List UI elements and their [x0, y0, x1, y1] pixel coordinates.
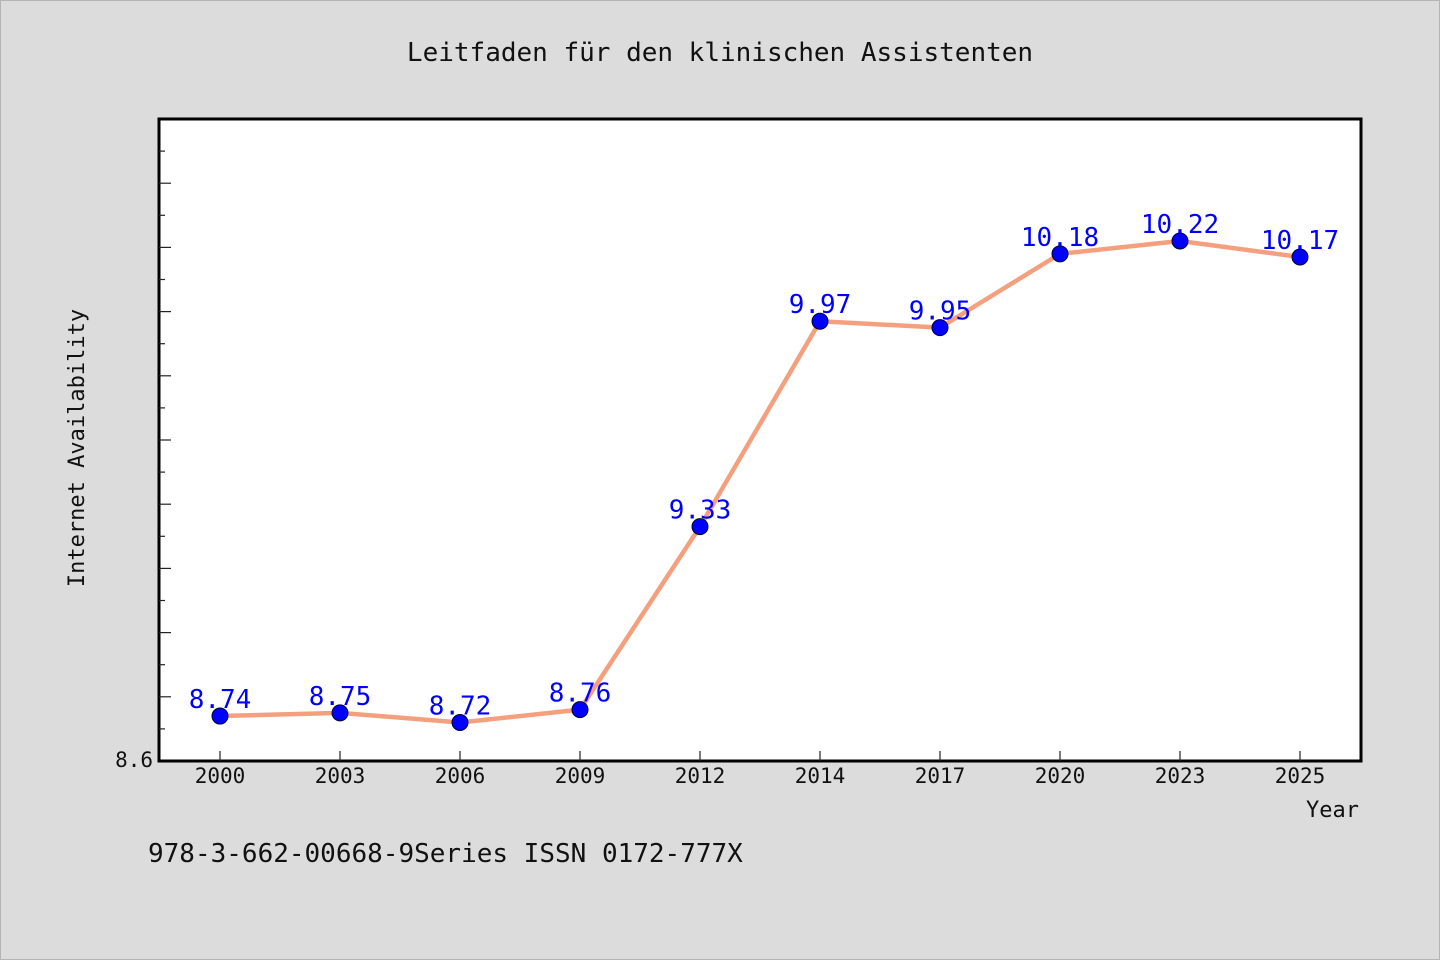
- x-axis-ticks: 2000 2003 2006 2009 2012 2014 2017 2020 2023 2025: [195, 751, 1326, 788]
- series-line: [217, 238, 1303, 725]
- data-point: [571, 701, 589, 719]
- x-tick-label: 2006: [435, 764, 486, 788]
- data-point: [1291, 248, 1309, 266]
- x-tick-label: 2025: [1275, 764, 1326, 788]
- x-tick-label: 2014: [795, 764, 846, 788]
- data-label: 9.97: [789, 290, 852, 320]
- y-axis-label: Internet Availability: [65, 309, 90, 587]
- data-label: 10.17: [1261, 226, 1339, 256]
- data-label: 9.33: [669, 496, 732, 526]
- data-point: [211, 707, 229, 725]
- series-line-group: 8.74 8.75 8.72 8.76 9.33 9.97 9.95 10.18 10.22 10…: [189, 210, 1339, 731]
- plot-area: [157, 117, 1363, 763]
- x-tick-label: 2009: [555, 764, 606, 788]
- x-tick-label: 2023: [1155, 764, 1206, 788]
- data-label: 8.72: [429, 691, 492, 721]
- data-point: [931, 319, 949, 337]
- data-label: 8.76: [549, 679, 612, 709]
- data-point: [811, 312, 829, 330]
- data-point: [331, 704, 349, 722]
- data-point: [1171, 232, 1189, 250]
- x-tick-label: 2020: [1035, 764, 1086, 788]
- x-axis-label: Year: [1306, 798, 1359, 823]
- data-label: 10.18: [1021, 223, 1099, 253]
- x-tick-label: 2017: [915, 764, 966, 788]
- data-point: [1051, 245, 1069, 263]
- x-tick-label: 2003: [315, 764, 366, 788]
- x-tick-label: 2000: [195, 764, 246, 788]
- data-label: 8.75: [309, 682, 372, 712]
- data-label: 9.95: [909, 297, 972, 327]
- data-label: 10.22: [1141, 210, 1219, 240]
- y-axis-ticks: 8.6: [115, 150, 171, 772]
- chart-title: Leitfaden für den klinischen Assistenten: [407, 38, 1033, 68]
- x-tick-label: 2012: [675, 764, 726, 788]
- data-label: 8.74: [189, 685, 252, 715]
- y-tick-label: 8.6: [115, 748, 153, 772]
- data-point: [691, 518, 709, 536]
- data-point: [451, 713, 469, 731]
- footnote: 978-3-662-00668-9Series ISSN 0172-777X: [148, 839, 743, 869]
